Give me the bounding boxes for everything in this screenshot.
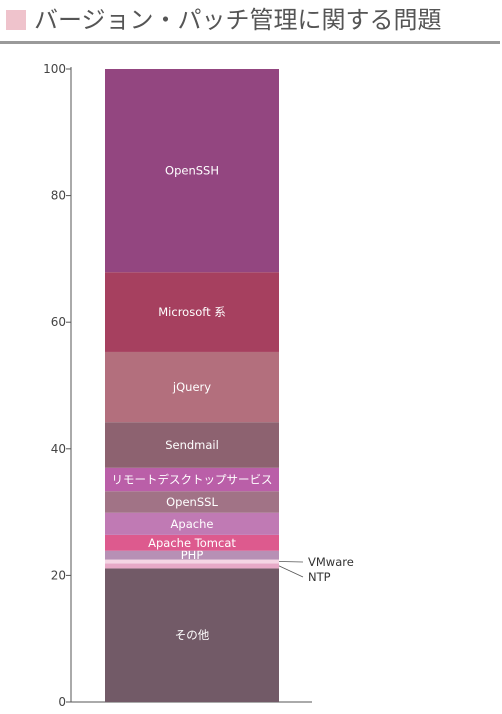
y-tick-label: 40 (51, 442, 66, 456)
callout-leader (278, 565, 304, 578)
bar-segment (105, 69, 279, 273)
bar-segment (105, 534, 279, 551)
chart-header: バージョン・パッチ管理に関する問題 (0, 0, 502, 44)
segment-label: OpenSSH (165, 164, 219, 178)
segment-label: Microsoft 系 (158, 305, 226, 319)
callout-label: VMware (308, 555, 354, 569)
bar-segment (105, 563, 279, 569)
y-tick-label: 80 (51, 189, 66, 203)
bar-segment (105, 512, 279, 535)
segment-label: OpenSSL (166, 495, 218, 509)
segment-label: jQuery (172, 380, 211, 394)
bar-segment (105, 550, 279, 560)
chart-title: バージョン・パッチ管理に関する問題 (34, 6, 442, 34)
bar-segment (105, 491, 279, 513)
bar-segment (105, 559, 279, 564)
callout-label: NTP (308, 570, 331, 584)
bar-segment (105, 568, 279, 702)
bar-segment (105, 272, 279, 352)
y-tick-label: 0 (58, 695, 66, 709)
y-tick-label: 60 (51, 315, 66, 329)
bar-segment (105, 422, 279, 468)
title-marker (6, 10, 26, 30)
y-tick-label: 20 (51, 568, 66, 582)
bar-segment (105, 351, 279, 423)
callout-leader (278, 561, 304, 563)
segment-label: Sendmail (165, 438, 219, 452)
segment-label: PHP (181, 548, 204, 562)
segment-label: Apache Tomcat (148, 536, 236, 550)
segment-label: その他 (175, 628, 210, 642)
segment-label: リモートデスクトップサービス (112, 473, 273, 487)
y-tick-label: 100 (43, 62, 66, 76)
segment-label: Apache (171, 517, 214, 531)
bar-segment (105, 467, 279, 492)
header-rule (0, 41, 500, 44)
